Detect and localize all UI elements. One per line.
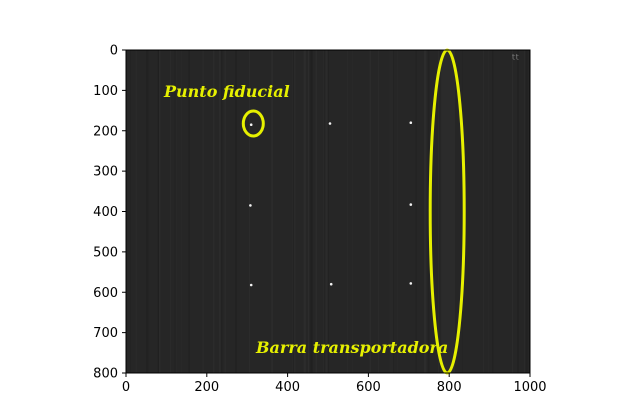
texture-streak: [524, 50, 525, 373]
y-tick-label: 600: [93, 286, 118, 301]
texture-streak: [315, 50, 318, 373]
texture-streak: [292, 50, 295, 373]
y-tick-label: 0: [110, 44, 118, 59]
texture-streak: [438, 50, 440, 373]
fiducial-points: [249, 121, 413, 287]
y-tick-label: 500: [93, 245, 118, 260]
texture-streak: [323, 50, 325, 373]
fiducial-point: [409, 282, 413, 285]
texture-streak: [326, 50, 329, 373]
annotations: Punto fiducial Barra transportadora: [163, 48, 466, 375]
texture-streak: [397, 50, 399, 373]
texture-streak: [129, 50, 131, 373]
y-tick-label: 700: [93, 326, 118, 341]
texture-streak: [170, 50, 172, 373]
fiducial-point: [249, 123, 253, 126]
texture-streak: [461, 50, 463, 373]
x-tick-label: 800: [437, 380, 462, 395]
texture-streak: [146, 50, 149, 373]
texture-streak: [525, 50, 528, 373]
fiducial-point: [249, 283, 253, 287]
fiducial-point: [409, 203, 413, 206]
conveyor-bar: [441, 50, 456, 373]
x-tick-label: 400: [275, 380, 300, 395]
x-tick-label: 600: [356, 380, 381, 395]
x-tick-label: 0: [122, 380, 130, 395]
texture-streak: [311, 50, 313, 373]
texture-streak: [325, 50, 327, 373]
y-tick-label: 400: [93, 205, 118, 220]
texture-streak: [389, 50, 391, 373]
texture-streak: [135, 50, 137, 373]
y-axis: 0 100 200 300 400 500 600 700 800: [93, 44, 126, 382]
texture-streak: [174, 50, 177, 373]
texture-streak: [308, 50, 309, 373]
fiducial-point: [328, 122, 332, 125]
texture-streak: [271, 50, 273, 373]
texture-streak: [159, 50, 161, 373]
x-axis: 0 200 400 600 800 1000: [122, 373, 547, 395]
texture-streak: [369, 50, 372, 373]
texture-streak: [347, 50, 348, 373]
fiducial-point: [329, 282, 333, 286]
texture-streak: [424, 50, 427, 373]
texture-streak: [158, 50, 160, 373]
texture-streak: [488, 50, 489, 373]
texture-streak: [517, 50, 519, 373]
texture-streak: [304, 50, 307, 373]
texture-streak: [327, 50, 329, 373]
texture-streak: [352, 50, 354, 373]
texture-streak: [248, 50, 251, 373]
image-texture: [128, 50, 528, 373]
texture-streak: [188, 50, 190, 373]
fiducial-point: [409, 121, 413, 124]
fiducial-highlight-circle: [241, 109, 265, 138]
texture-streak: [324, 50, 325, 373]
texture-streak: [181, 50, 182, 373]
texture-streak: [511, 50, 514, 373]
fiducial-point: [249, 204, 252, 207]
texture-streak: [221, 50, 223, 373]
y-tick-label: 100: [93, 84, 118, 99]
texture-streak: [293, 50, 296, 373]
texture-streak: [483, 50, 485, 373]
texture-streak: [212, 50, 215, 373]
annotation-punto-fiducial: Punto fiducial: [163, 82, 290, 101]
texture-streak: [303, 50, 305, 373]
texture-streak: [224, 50, 226, 373]
y-tick-label: 300: [93, 165, 118, 180]
texture-streak: [391, 50, 393, 373]
plot-area: ᵗᵗ Punto fiducial Barra transportadora: [125, 48, 531, 375]
y-tick-label: 200: [93, 124, 118, 139]
texture-streak: [221, 50, 222, 373]
annotation-barra-transportadora: Barra transportadora: [255, 338, 448, 357]
texture-streak: [235, 50, 237, 373]
texture-streak: [415, 50, 417, 373]
corner-mark: ᵗᵗ: [512, 53, 520, 68]
texture-streak: [492, 50, 494, 373]
x-tick-label: 200: [194, 380, 219, 395]
y-tick-label: 800: [93, 367, 118, 382]
texture-streak: [392, 50, 394, 373]
x-tick-label: 1000: [513, 380, 546, 395]
texture-streak: [378, 50, 380, 373]
texture-streak: [202, 50, 204, 373]
texture-streak: [219, 50, 221, 373]
texture-streak: [427, 50, 430, 373]
texture-streak: [310, 50, 312, 373]
